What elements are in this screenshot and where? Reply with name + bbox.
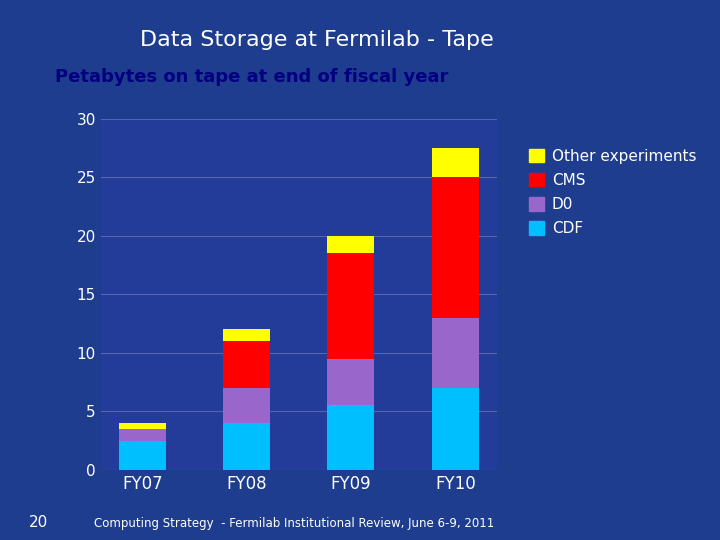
Bar: [432, 177, 479, 318]
Bar: [328, 359, 374, 406]
Bar: [223, 329, 270, 341]
Bar: [328, 406, 374, 470]
Bar: [223, 341, 270, 388]
Bar: [223, 423, 270, 470]
Bar: [328, 253, 374, 359]
Bar: [119, 423, 166, 429]
Text: Computing Strategy  - Fermilab Institutional Review, June 6-9, 2011: Computing Strategy - Fermilab Institutio…: [94, 517, 494, 530]
Text: Petabytes on tape at end of fiscal year: Petabytes on tape at end of fiscal year: [55, 68, 449, 85]
Text: Data Storage at Fermilab - Tape: Data Storage at Fermilab - Tape: [140, 30, 494, 50]
Legend: Other experiments, CMS, D0, CDF: Other experiments, CMS, D0, CDF: [524, 144, 701, 241]
Bar: [432, 318, 479, 388]
Bar: [119, 429, 166, 441]
Bar: [223, 388, 270, 423]
Bar: [432, 388, 479, 470]
Text: 20: 20: [29, 515, 48, 530]
Bar: [328, 236, 374, 253]
Bar: [119, 441, 166, 470]
Bar: [432, 148, 479, 177]
